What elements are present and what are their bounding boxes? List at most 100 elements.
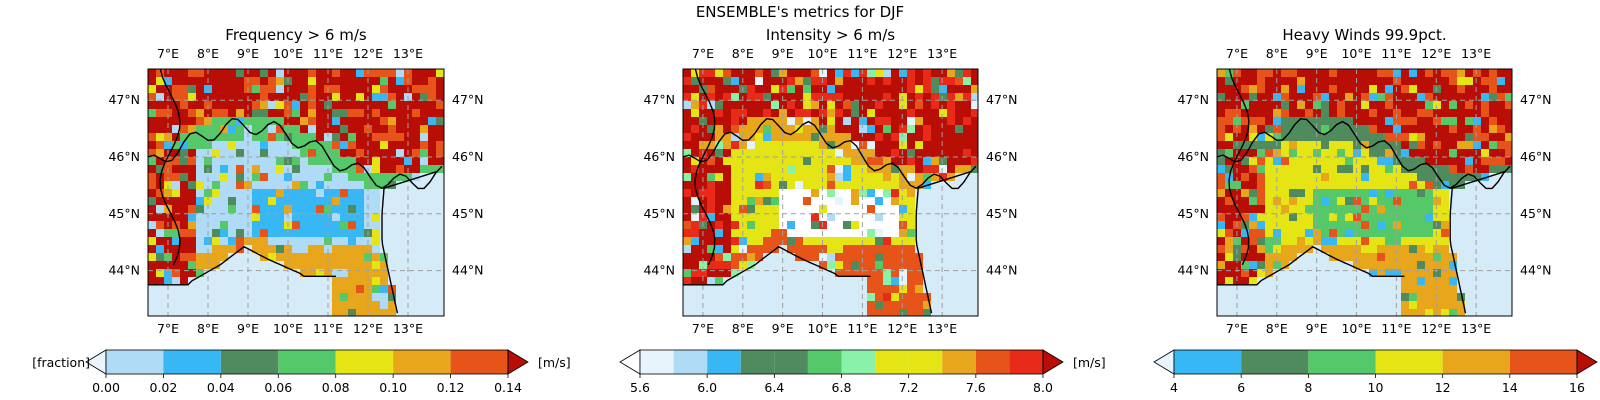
x-tick-label-bottom: 9°E [237,321,259,336]
coastline [683,69,977,314]
coastline [1217,69,1511,314]
panel-title: Frequency > 6 m/s [225,26,367,44]
colorbar-segment [278,350,336,374]
colorbar-segment [335,350,394,374]
y-tick-label-right: 46°N [452,149,484,164]
colorbar-tick-label: 6 [1237,380,1245,395]
colorbar-tick-label: 6.8 [832,380,852,395]
x-tick-label-top: 8°E [197,46,219,61]
y-tick-label-left: 46°N [108,149,140,164]
y-tick-label-left: 44°N [108,263,140,278]
x-tick-label-top: 7°E [692,46,714,61]
x-tick-label-top: 10°E [807,46,837,61]
colorbar-tick-label: 14 [1502,380,1518,395]
colorbar-segment [774,350,808,374]
x-tick-label-bottom: 13°E [393,321,423,336]
colorbar-segment [1174,350,1242,374]
x-tick-label-bottom: 7°E [692,321,714,336]
colorbar-segment [673,350,708,374]
colorbar-tick-label: 6.4 [764,380,784,395]
x-tick-label-top: 11°E [1381,46,1411,61]
colorbar-tick-label: 0.12 [437,380,465,395]
map-frame [682,68,979,317]
colorbar-tick-label: 0.08 [322,380,350,395]
colorbars: 0.00 0.02 0.04 0.06 0.08 0.10 0.12 0.14 [fractio… [32,349,1598,395]
x-tick-label-bottom: 10°E [273,321,303,336]
colorbar-tick-label: 12 [1435,380,1451,395]
colorbar-2: 5.6 6.0 6.4 6.8 7.2 7.6 8.0 [m/s] [619,349,1106,395]
x-tick-label-top: 8°E [732,46,754,61]
x-tick-label-top: 8°E [1266,46,1288,61]
x-tick-label-top: 12°E [353,46,383,61]
x-tick-label-bottom: 13°E [927,321,957,336]
x-tick-label-bottom: 11°E [1381,321,1411,336]
colorbar-segment [807,350,842,374]
y-tick-label-left: 45°N [1177,206,1209,221]
colorbar-segment [163,350,221,374]
x-tick-label-top: 9°E [237,46,259,61]
colorbar-tick-label: 0.04 [207,380,235,395]
colorbar-segment [875,350,909,374]
colorbar-tick-label: 5.6 [630,380,650,395]
x-tick-label-bottom: 7°E [1226,321,1248,336]
y-tick-label-right: 44°N [986,263,1018,278]
y-tick-label-left: 47°N [1177,92,1209,107]
colorbar-segment [1509,350,1577,374]
colorbar-segment [1442,350,1510,374]
gridlines [148,69,444,316]
y-tick-label-left: 46°N [1177,149,1209,164]
colorbar-tick-label: 0.00 [92,380,120,395]
y-tick-label-left: 44°N [643,263,675,278]
y-tick-label-right: 46°N [986,149,1018,164]
colorbar-tick-label: 0.10 [379,380,407,395]
panel-title: Heavy Winds 99.9pct. [1282,26,1446,44]
x-tick-label-bottom: 11°E [313,321,343,336]
colorbar-segment [841,350,876,374]
colorbar-segment [450,350,508,374]
x-tick-label-bottom: 8°E [197,321,219,336]
colorbar-label-right: [m/s] [1073,355,1106,370]
colorbar-tick-label: 4 [1170,380,1178,395]
x-tick-label-bottom: 12°E [887,321,917,336]
x-tick-label-top: 9°E [1306,46,1328,61]
x-tick-label-top: 13°E [393,46,423,61]
coastline [148,69,443,314]
gridlines [683,69,978,316]
colorbar-frame [105,349,509,375]
y-tick-label-right: 45°N [452,206,484,221]
x-tick-label-bottom: 8°E [732,321,754,336]
y-tick-label-right: 45°N [1520,206,1552,221]
x-tick-label-bottom: 10°E [807,321,837,336]
colorbar-segment [942,350,976,374]
colorbar-tick-label: 7.6 [966,380,986,395]
x-tick-label-top: 13°E [1461,46,1491,61]
colorbar-tick-label: 6.0 [697,380,717,395]
colorbar-tick-label: 16 [1569,380,1585,395]
x-tick-label-bottom: 13°E [1461,321,1491,336]
colorbar-under-extend [1153,349,1175,375]
colorbar-over-extend [1042,349,1064,375]
colorbar-segment [1375,350,1443,374]
colorbar-tick-label: 8 [1304,380,1312,395]
x-tick-label-bottom: 12°E [1421,321,1451,336]
map-frame [1216,68,1513,317]
x-tick-label-top: 7°E [1226,46,1248,61]
colorbar-label-right: [m/s] [538,355,571,370]
x-tick-label-bottom: 11°E [847,321,877,336]
colorbar-segment [1009,350,1043,374]
y-tick-label-left: 44°N [1177,263,1209,278]
colorbar-1: 0.00 0.02 0.04 0.06 0.08 0.10 0.12 0.14 [fractio… [32,349,571,395]
y-tick-label-left: 47°N [108,92,140,107]
map-panels: Frequency > 6 m/s 7°E 7°E 8°E 8°E 9°E 9°E 10°E 1… [108,26,1551,336]
colorbar-tick-label: 0.06 [264,380,292,395]
gridlines [1217,69,1512,316]
x-tick-label-top: 11°E [313,46,343,61]
x-tick-label-top: 9°E [772,46,794,61]
y-tick-label-left: 46°N [643,149,675,164]
colorbar-over-extend [507,349,529,375]
colorbar-segment [908,350,943,374]
y-tick-label-left: 47°N [643,92,675,107]
x-tick-label-bottom: 8°E [1266,321,1288,336]
colorbar-label-left: [fraction] [32,355,90,370]
